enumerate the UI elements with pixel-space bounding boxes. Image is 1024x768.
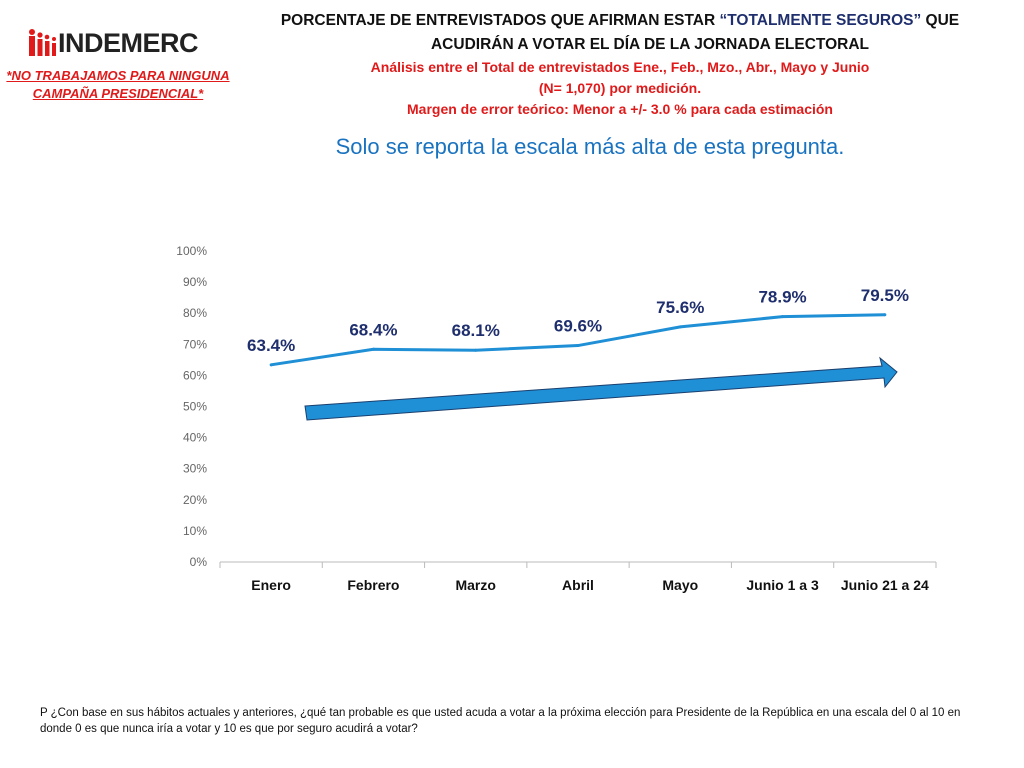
data-label: 68.4% <box>349 320 397 339</box>
analysis-note: Análisis entre el Total de entrevistados… <box>370 59 870 75</box>
x-tick-label: Junio 21 a 24 <box>841 577 929 593</box>
subtitle: Solo se reporta la escala más alta de es… <box>335 134 845 159</box>
title: PORCENTAJE DE ENTREVISTADOS QUE AFIRMAN … <box>280 12 960 29</box>
y-tick-label: 100% <box>176 244 207 258</box>
data-point <box>678 325 682 329</box>
data-point <box>781 315 785 319</box>
data-point <box>269 363 273 367</box>
logo: INDEMERC <box>58 28 199 58</box>
x-tick-label: Abril <box>562 577 594 593</box>
logo-icon <box>28 26 60 63</box>
data-label: 78.9% <box>758 288 806 307</box>
x-tick-label: Junio 1 a 3 <box>746 577 819 593</box>
margin-note: Margen de error teórico: Menor a +/- 3.0… <box>407 101 833 117</box>
y-tick-label: 40% <box>183 431 207 445</box>
question-footnote: P ¿Con base en sus hábitos actuales y an… <box>40 707 961 735</box>
data-point <box>474 348 478 352</box>
trend-arrow <box>304 356 898 421</box>
data-label: 69.6% <box>554 317 602 336</box>
y-tick-label: 50% <box>183 400 207 414</box>
disclaimer: CAMPAÑA PRESIDENCIAL* <box>32 86 204 101</box>
disclaimer: *NO TRABAJAMOS PARA NINGUNA <box>6 68 230 83</box>
data-label: 75.6% <box>656 298 704 317</box>
y-tick-label: 80% <box>183 306 207 320</box>
x-tick-label: Febrero <box>347 577 399 593</box>
x-tick-label: Enero <box>251 577 291 593</box>
data-point <box>883 313 887 317</box>
y-tick-label: 20% <box>183 493 207 507</box>
data-point <box>371 347 375 351</box>
y-tick-label: 0% <box>190 555 208 569</box>
data-label: 63.4% <box>247 336 295 355</box>
x-tick-label: Marzo <box>455 577 495 593</box>
y-tick-label: 60% <box>183 368 207 382</box>
y-tick-label: 10% <box>183 524 207 538</box>
data-point <box>576 344 580 348</box>
x-tick-label: Mayo <box>662 577 698 593</box>
y-tick-label: 70% <box>183 337 207 351</box>
y-tick-label: 90% <box>183 275 207 289</box>
data-label: 79.5% <box>861 286 909 305</box>
sample-note: (N= 1,070) por medición. <box>538 80 702 96</box>
data-label: 68.1% <box>452 321 500 340</box>
title-line2: ACUDIRÁN A VOTAR EL DÍA DE LA JORNADA EL… <box>430 36 870 53</box>
y-tick-label: 30% <box>183 462 207 476</box>
